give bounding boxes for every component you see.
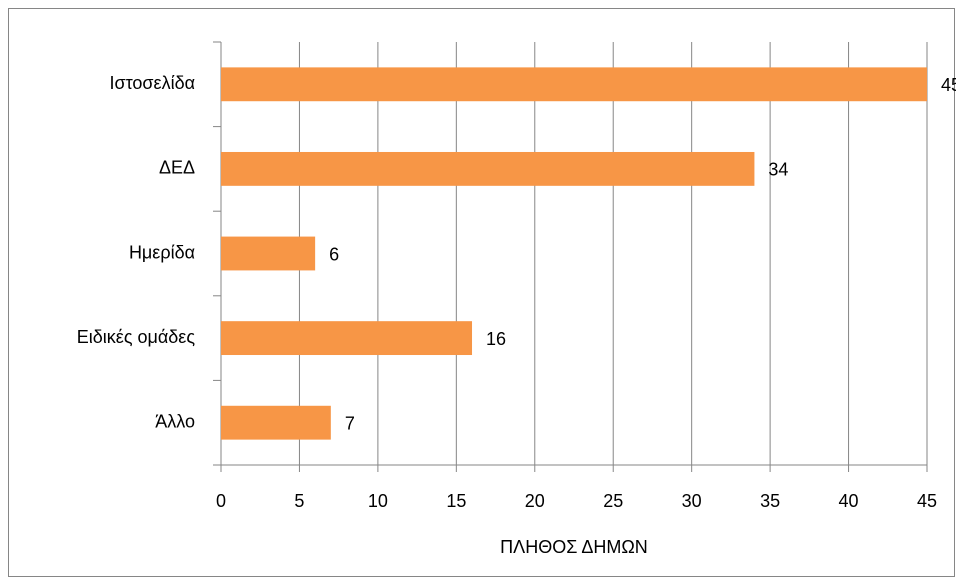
bar xyxy=(221,321,473,356)
x-tick-label: 5 xyxy=(294,491,304,511)
bar xyxy=(221,236,316,271)
chart-border xyxy=(8,8,955,577)
y-tick-label: Ιστοσελίδα xyxy=(109,73,195,93)
x-tick-label: 25 xyxy=(603,491,623,511)
y-tick-label: ΔΕΔ xyxy=(159,158,195,178)
bar xyxy=(221,67,927,102)
value-label: 45 xyxy=(941,75,956,95)
value-label: 7 xyxy=(345,413,355,433)
x-tick-label: 15 xyxy=(446,491,466,511)
y-tick-label: Ημερίδα xyxy=(129,242,195,262)
bar xyxy=(221,405,331,440)
x-tick-label: 35 xyxy=(760,491,780,511)
x-tick-label: 10 xyxy=(368,491,388,511)
x-tick-label: 45 xyxy=(917,491,937,511)
value-label: 16 xyxy=(486,329,506,349)
x-tick-label: 20 xyxy=(525,491,545,511)
value-label: 34 xyxy=(768,160,788,180)
y-tick-label: Ειδικές ομάδες xyxy=(77,327,196,347)
bar xyxy=(221,151,755,186)
x-tick-label: 40 xyxy=(839,491,859,511)
y-tick-label: Άλλο xyxy=(155,411,195,431)
x-tick-label: 30 xyxy=(682,491,702,511)
value-label: 6 xyxy=(329,244,339,264)
x-axis-title: ΠΛΗΘΟΣ ΔΗΜΩΝ xyxy=(500,537,648,557)
x-tick-label: 0 xyxy=(216,491,226,511)
